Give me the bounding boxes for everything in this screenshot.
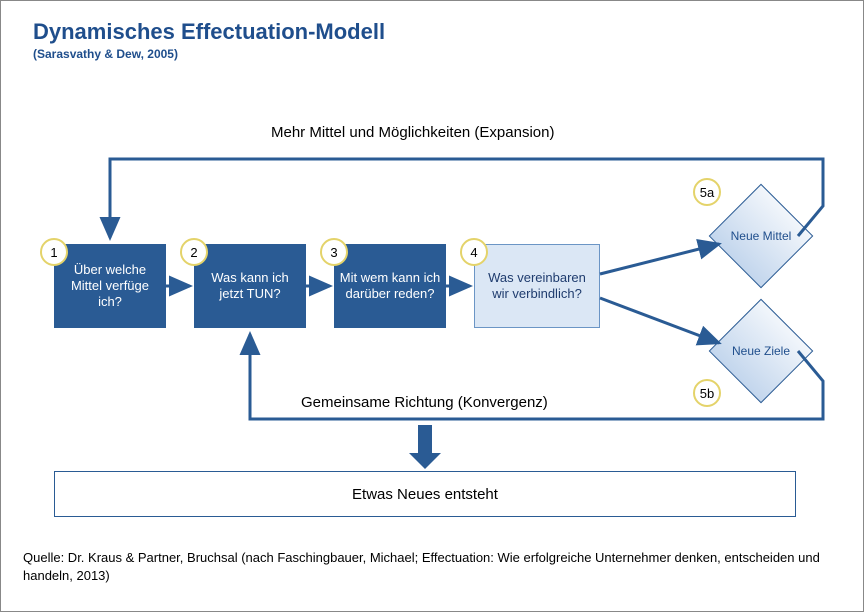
page-subtitle: (Sarasvathy & Dew, 2005) [33, 47, 178, 61]
node-2-text: Was kann ich jetzt TUN? [198, 270, 302, 303]
feedback-top-label: Mehr Mittel und Möglichkeiten (Expansion… [271, 124, 554, 141]
diamond-5b: Neue Ziele [724, 314, 798, 388]
node-3: Mit wem kann ich darüber reden? [334, 244, 446, 328]
badge-1: 1 [40, 238, 68, 266]
source-citation: Quelle: Dr. Kraus & Partner, Bruchsal (n… [23, 549, 843, 584]
outcome-text: Etwas Neues entsteht [352, 486, 498, 503]
node-4-text: Was vereinbaren wir verbindlich? [479, 270, 595, 303]
node-2: Was kann ich jetzt TUN? [194, 244, 306, 328]
node-4: Was vereinbaren wir verbindlich? [474, 244, 600, 328]
diamond-5b-text: Neue Ziele [732, 344, 790, 358]
badge-3: 3 [320, 238, 348, 266]
page-title: Dynamisches Effectuation-Modell [33, 19, 385, 45]
badge-2: 2 [180, 238, 208, 266]
diamond-5a: Neue Mittel [724, 199, 798, 273]
outcome-box: Etwas Neues entsteht [54, 471, 796, 517]
node-1: Über welche Mittel verfüge ich? [54, 244, 166, 328]
node-1-text: Über welche Mittel verfüge ich? [58, 262, 162, 311]
node-3-text: Mit wem kann ich darüber reden? [338, 270, 442, 303]
badge-4: 4 [460, 238, 488, 266]
badge-5a: 5a [693, 178, 721, 206]
badge-5b: 5b [693, 379, 721, 407]
diamond-5a-text: Neue Mittel [731, 229, 792, 243]
feedback-bottom-label: Gemeinsame Richtung (Konvergenz) [301, 394, 548, 411]
